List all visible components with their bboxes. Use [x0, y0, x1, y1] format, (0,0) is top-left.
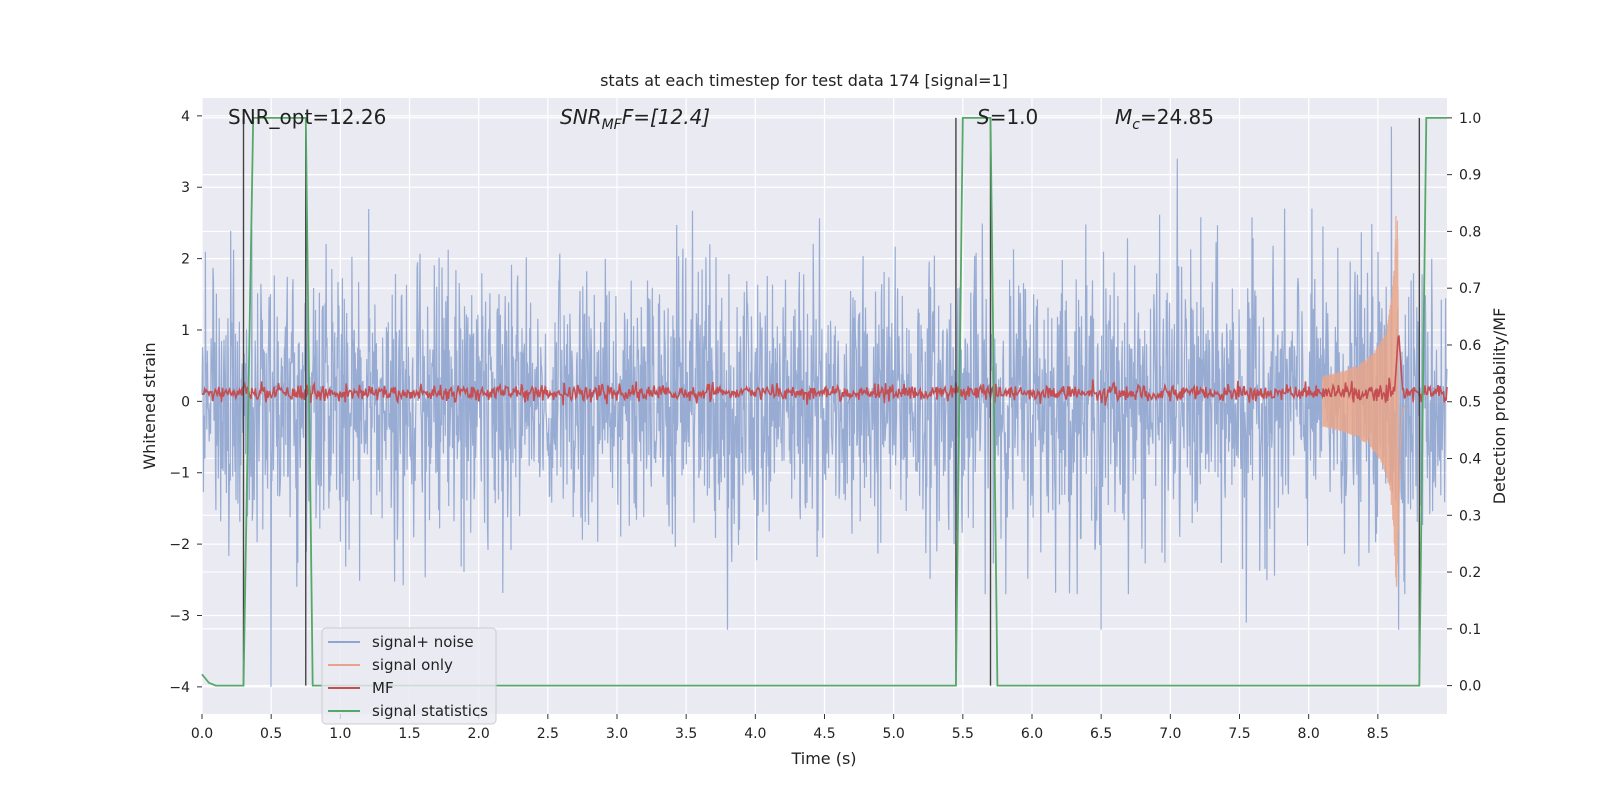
y-right-tick-label: 0.7	[1459, 281, 1481, 297]
x-tick-label: 1.0	[329, 726, 351, 742]
series-signal-only	[1321, 215, 1406, 587]
y-right-tick-label: 0.9	[1459, 168, 1481, 184]
legend-box	[321, 627, 497, 725]
y-right-tick-label: 0.8	[1459, 224, 1481, 240]
y-right-axis-label: Detection probability/MF	[1490, 308, 1509, 505]
annotation-snr-mf-main: SNR	[560, 105, 602, 129]
y-left-tick-label: −4	[169, 680, 190, 696]
annotation-mc-sub: c	[1132, 117, 1140, 133]
x-tick-label: 2.0	[468, 726, 490, 742]
x-tick-label: 4.0	[744, 726, 766, 742]
legend-label-signal-plus-noise: signal+ noise	[372, 633, 474, 651]
series-signal-only-line	[1321, 215, 1406, 587]
y-right-tick-label: 0.2	[1459, 565, 1481, 581]
annotation-mc-main: M	[1115, 105, 1132, 129]
y-right-tick-label: 0.4	[1459, 452, 1481, 468]
y-left-tick-label: −1	[169, 466, 190, 482]
x-axis-ticks: 0.0 0.5 1.0 1.5 2.0 2.5 3.0 3.5 4.0 4.5 5.0 5.5 6.0 6…	[191, 714, 1389, 742]
vertical-markers	[242, 117, 1421, 686]
y-left-tick-label: −3	[169, 608, 190, 624]
y-left-axis-label: Whitened strain	[140, 342, 159, 469]
y-left-tick-label: −2	[169, 537, 190, 553]
annotation-s-rest: =1.0	[990, 105, 1039, 129]
y-right-tick-label: 0.0	[1459, 679, 1481, 695]
annotation-mc-rest: =24.85	[1140, 105, 1214, 129]
x-tick-label: 7.0	[1159, 726, 1181, 742]
x-tick-label: 3.5	[675, 726, 697, 742]
x-tick-label: 8.5	[1367, 726, 1389, 742]
annotation-s: S=1.0	[977, 105, 1038, 129]
y-right-axis-ticks: 1.0 0.9 0.8 0.7 0.6 0.5 0.4 0.3 0.2 0.1 0.0	[1447, 111, 1481, 695]
y-left-tick-label: 3	[181, 180, 190, 196]
x-tick-label: 5.5	[952, 726, 974, 742]
x-tick-label: 6.0	[1021, 726, 1043, 742]
annotation-snr-mf: SNRMFF=[12.4]	[560, 105, 710, 133]
y-left-tick-label: 0	[181, 394, 190, 410]
x-tick-label: 3.0	[606, 726, 628, 742]
series-signal-plus-noise-line	[201, 126, 1448, 687]
y-right-tick-label: 0.5	[1459, 395, 1481, 411]
x-tick-label: 5.0	[883, 726, 905, 742]
y-right-tick-label: 0.1	[1459, 622, 1481, 638]
annotation-mc: Mc=24.85	[1115, 105, 1214, 133]
x-tick-label: 0.5	[260, 726, 282, 742]
x-tick-label: 7.5	[1228, 726, 1250, 742]
y-left-tick-label: 1	[181, 323, 190, 339]
x-tick-label: 6.5	[1090, 726, 1112, 742]
series-mf-line	[201, 335, 1448, 406]
y-right-tick-label: 0.3	[1459, 508, 1481, 524]
y-left-tick-label: 4	[181, 109, 190, 125]
x-tick-label: 4.5	[813, 726, 835, 742]
x-axis-label: Time (s)	[790, 749, 856, 768]
y-left-axis-ticks: 4 3 2 1 0 −1 −2 −3 −4	[169, 109, 202, 696]
series-mf	[201, 335, 1448, 406]
annotation-s-main: S	[977, 105, 990, 129]
series-signal-statistics	[201, 117, 1447, 687]
series-signal-statistics-line	[201, 117, 1447, 687]
series-signal-plus-noise	[201, 126, 1448, 687]
legend: signal+ noise signal only MF signal stat…	[321, 627, 497, 725]
annotation-snr-mf-rest: F=[12.4]	[622, 105, 710, 129]
x-tick-label: 1.5	[398, 726, 420, 742]
y-right-tick-label: 0.6	[1459, 338, 1481, 354]
legend-label-signal-statistics: signal statistics	[372, 702, 488, 720]
x-tick-label: 2.5	[537, 726, 559, 742]
y-left-tick-label: 2	[181, 252, 190, 268]
x-tick-label: 8.0	[1298, 726, 1320, 742]
annotation-snr-mf-sub: MF	[602, 117, 623, 133]
annotation-snr-opt: SNR_opt=12.26	[228, 105, 386, 129]
chart-title: stats at each timestep for test data 174…	[600, 71, 1008, 90]
x-tick-label: 0.0	[191, 726, 213, 742]
legend-label-signal-only: signal only	[372, 656, 453, 674]
y-right-tick-label: 1.0	[1459, 111, 1481, 127]
legend-label-mf: MF	[372, 679, 394, 697]
